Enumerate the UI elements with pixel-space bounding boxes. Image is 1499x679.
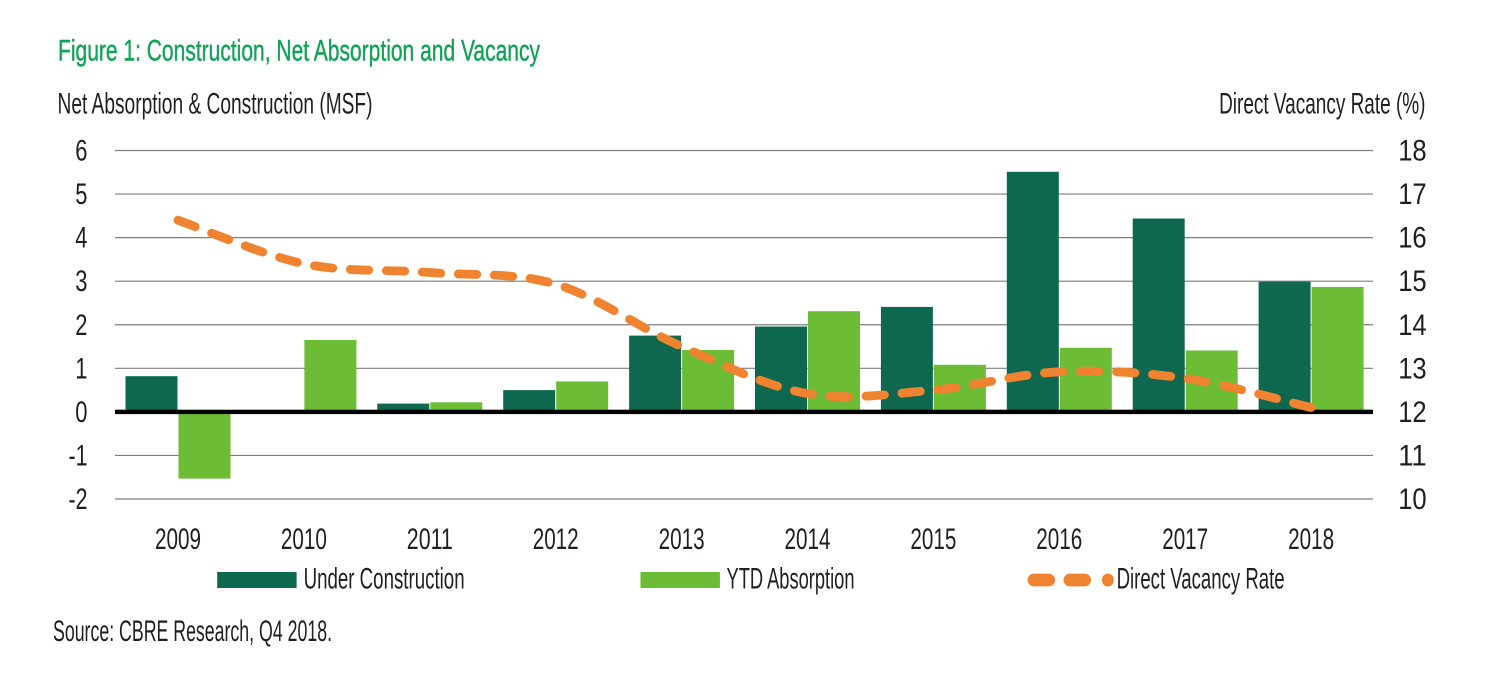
- svg-text:2010: 2010: [281, 523, 327, 556]
- svg-text:10: 10: [1398, 483, 1427, 516]
- svg-text:2: 2: [75, 309, 87, 342]
- svg-text:2018: 2018: [1288, 523, 1334, 556]
- svg-text:-1: -1: [69, 439, 88, 472]
- svg-text:2013: 2013: [659, 523, 705, 556]
- svg-text:2012: 2012: [533, 523, 579, 556]
- svg-text:Net Absorption & Construction: Net Absorption & Construction (MSF): [58, 88, 373, 121]
- svg-text:2015: 2015: [910, 523, 956, 556]
- svg-text:15: 15: [1398, 265, 1427, 298]
- svg-text:14: 14: [1398, 309, 1427, 342]
- svg-text:YTD Absorption: YTD Absorption: [727, 563, 855, 596]
- svg-text:2014: 2014: [785, 523, 831, 556]
- svg-text:4: 4: [75, 222, 87, 255]
- svg-text:Direct Vacancy Rate: Direct Vacancy Rate: [1117, 563, 1285, 596]
- svg-text:5: 5: [75, 178, 87, 211]
- svg-text:11: 11: [1398, 439, 1427, 472]
- svg-text:17: 17: [1398, 178, 1427, 211]
- svg-text:18: 18: [1398, 135, 1427, 168]
- svg-text:2017: 2017: [1162, 523, 1208, 556]
- svg-text:12: 12: [1398, 396, 1427, 429]
- svg-text:Direct Vacancy Rate (%): Direct Vacancy Rate (%): [1219, 88, 1425, 121]
- svg-text:3: 3: [75, 265, 87, 298]
- svg-text:13: 13: [1398, 352, 1427, 385]
- svg-text:Source: CBRE Research, Q4 2018: Source: CBRE Research, Q4 2018.: [53, 615, 332, 648]
- svg-text:2009: 2009: [155, 523, 201, 556]
- svg-text:2011: 2011: [407, 523, 453, 556]
- svg-text:16: 16: [1398, 222, 1427, 255]
- svg-text:0: 0: [75, 396, 87, 429]
- svg-text:1: 1: [75, 352, 87, 385]
- svg-text:2016: 2016: [1036, 523, 1082, 556]
- svg-text:-2: -2: [69, 483, 88, 516]
- svg-text:Under Construction: Under Construction: [304, 563, 465, 596]
- svg-text:6: 6: [75, 135, 87, 168]
- svg-text:Figure 1: Construction, Net Ab: Figure 1: Construction, Net Absorption a…: [58, 35, 540, 68]
